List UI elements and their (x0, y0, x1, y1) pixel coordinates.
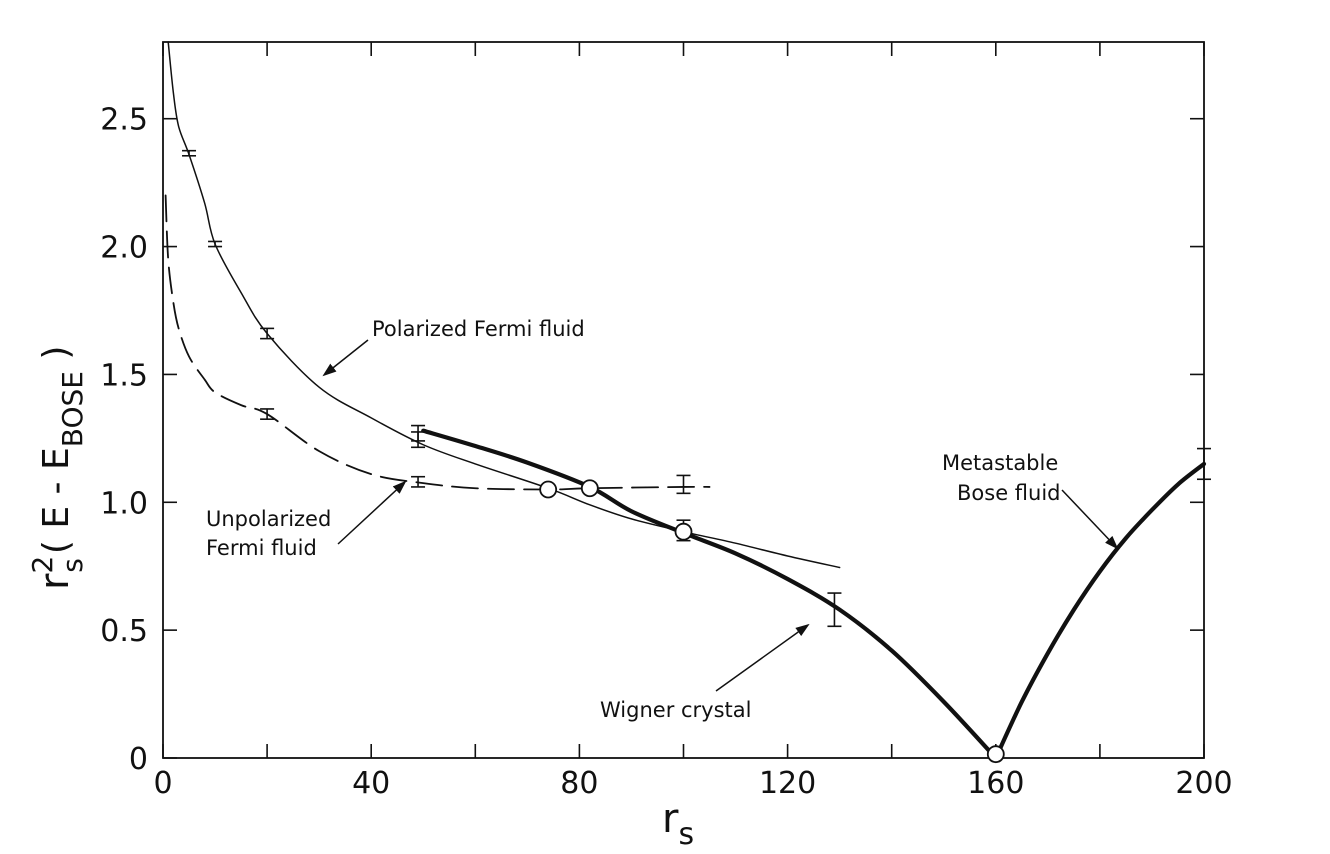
annotation-polarized-arrow (322, 339, 369, 377)
y-tick-label: 0.5 (100, 614, 148, 649)
error-bars (182, 149, 1211, 628)
annotation-unpolarized-arrow (337, 480, 407, 545)
annotation-bose-line2: Bose fluid (957, 481, 1061, 505)
error-bar-wigner (827, 592, 842, 628)
y-axis-title: r2s ( E - EBOSE ) (26, 346, 89, 590)
x-axis: 0 40 80 120 160 200 (153, 42, 1233, 801)
transition-circle (539, 480, 558, 499)
y-axis-title-sub2: BOSE (56, 371, 89, 447)
error-bar-unpolarized (676, 474, 691, 495)
x-tick-label: 40 (352, 766, 390, 801)
x-tick-label: 160 (967, 766, 1024, 801)
annotation-bose-arrow (1061, 489, 1119, 550)
annotation-bose-line1: Metastable (942, 451, 1058, 475)
transition-circle (986, 745, 1005, 764)
series-unpolarized (164, 194, 711, 491)
y-axis-title-expr: ( E - E (36, 447, 77, 554)
y-axis-title-sub: s (56, 558, 89, 573)
transition-circle (674, 522, 693, 541)
y-tick-label: 2.5 (100, 103, 148, 138)
error-bar-polarized (260, 327, 275, 340)
x-tick-label: 0 (153, 766, 172, 801)
series-layer (164, 41, 1207, 761)
error-bar-wigner (411, 424, 426, 442)
x-tick-label: 80 (560, 766, 598, 801)
transition-markers (539, 479, 1005, 764)
error-bar-bose (1197, 447, 1211, 481)
y-tick-label: 1.5 (100, 358, 148, 393)
x-axis-title-main: r (662, 796, 679, 842)
y-axis-title-sup: 2 (26, 556, 59, 574)
y-tick-label: 1.0 (100, 486, 148, 521)
annotation-unpolarized-line2: Fermi fluid (206, 536, 317, 560)
annotation-wigner: Wigner crystal (600, 623, 810, 722)
annotation-wigner-label: Wigner crystal (600, 698, 752, 722)
x-axis-title-sub: s (678, 817, 694, 852)
y-axis: 0 0.5 1.0 1.5 2.0 2.5 (100, 103, 1204, 777)
x-tick-label: 200 (1175, 766, 1232, 801)
annotation-unpolarized-line1: Unpolarized (206, 507, 331, 531)
y-axis-title-r: r (32, 573, 78, 590)
series-bose (993, 461, 1207, 761)
y-axis-title-close: ) (36, 346, 77, 372)
svg-text:r2s( E - EBOSE ): r2s ( E - EBOSE ) (26, 346, 89, 590)
annotation-unpolarized: Unpolarized Fermi fluid (206, 480, 407, 560)
error-bar-unpolarized (260, 408, 275, 420)
annotation-polarized-label: Polarized Fermi fluid (372, 317, 585, 341)
series-wigner (421, 428, 998, 761)
transition-circle (580, 479, 599, 498)
x-axis-title: rs (662, 796, 694, 852)
error-bar-unpolarized (411, 475, 426, 488)
annotation-polarized: Polarized Fermi fluid (322, 317, 585, 377)
error-bar-polarized (182, 149, 197, 157)
annotation-bose: Metastable Bose fluid (942, 451, 1119, 550)
error-bar-polarized (208, 240, 223, 248)
y-tick-label: 0 (129, 742, 148, 777)
y-tick-label: 2.0 (100, 231, 148, 266)
annotation-wigner-arrow (715, 623, 810, 692)
x-tick-label: 120 (759, 766, 816, 801)
